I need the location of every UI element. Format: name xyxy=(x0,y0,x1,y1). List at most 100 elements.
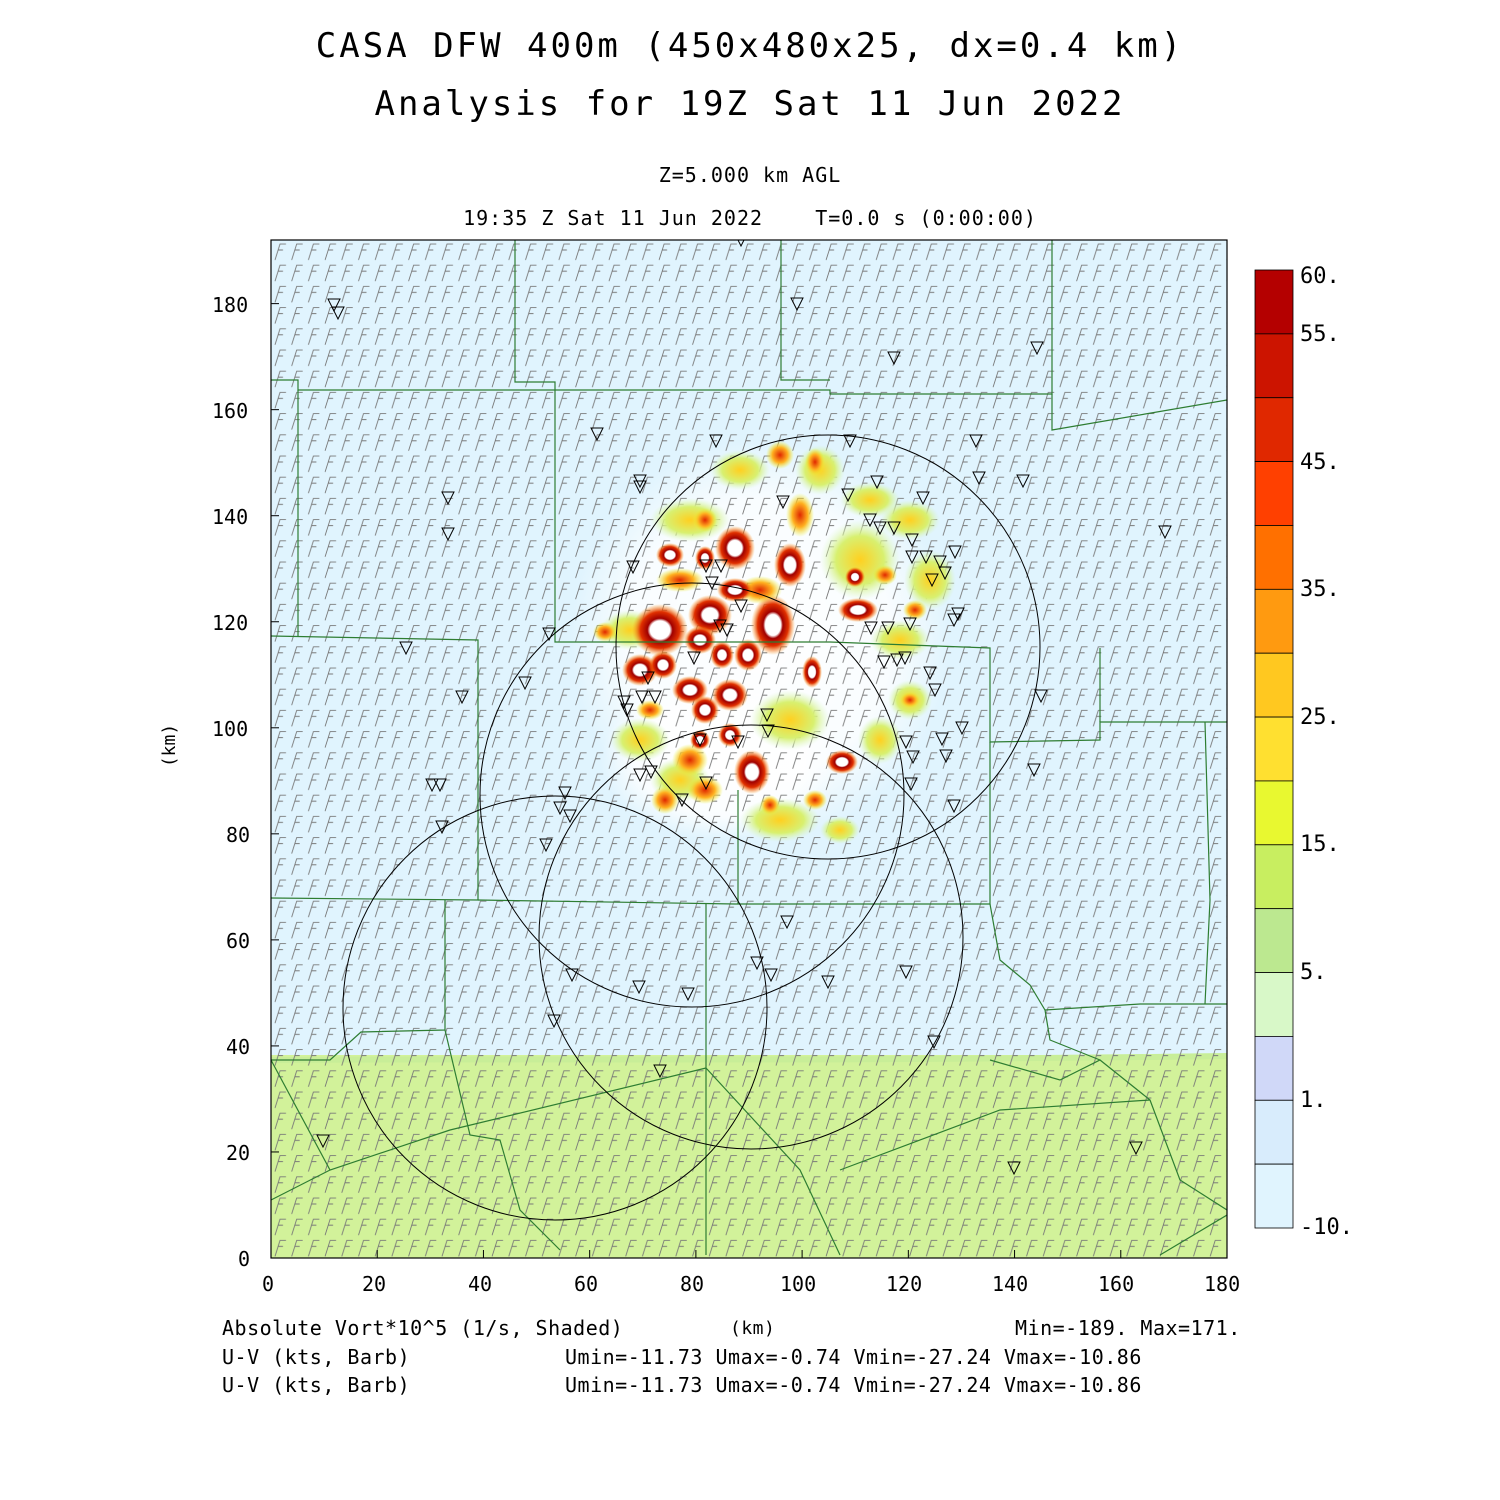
y-tick-80: 80 xyxy=(226,823,251,847)
station-marker xyxy=(947,613,961,628)
station-marker xyxy=(626,560,640,575)
station-marker xyxy=(705,576,719,591)
station-marker xyxy=(709,434,723,449)
station-marker xyxy=(764,968,778,983)
station-marker xyxy=(761,724,775,739)
colorbar-segment xyxy=(1254,397,1294,463)
chart-title-line2: Analysis for 19Z Sat 11 Jun 2022 xyxy=(374,84,1126,124)
colorbar-segment xyxy=(1254,844,1294,910)
y-tick-140: 140 xyxy=(212,505,249,529)
station-marker xyxy=(873,521,887,536)
station-marker xyxy=(547,1014,561,1029)
y-tick-20: 20 xyxy=(226,1141,251,1165)
station-marker xyxy=(906,750,920,765)
station-marker xyxy=(720,623,734,638)
barb-stats-1: Umin=-11.73 Umax=-0.74 Vmin=-27.24 Vmax=… xyxy=(565,1345,1142,1369)
x-axis-label: (km) xyxy=(730,1318,776,1339)
colorbar-label-45: 45. xyxy=(1300,450,1340,475)
station-marker xyxy=(903,617,917,632)
station-marker xyxy=(877,655,891,670)
field-label: Absolute Vort*10^5 (1/s, Shaded) xyxy=(222,1316,624,1340)
colorbar-segment xyxy=(1254,1036,1294,1101)
station-marker xyxy=(435,820,449,835)
station-marker xyxy=(890,653,904,668)
station-marker xyxy=(1016,474,1030,489)
station-marker xyxy=(927,1035,941,1050)
station-marker xyxy=(1030,341,1044,356)
station-marker xyxy=(653,1064,667,1079)
vorticity-intense-cores xyxy=(622,526,878,794)
x-tick-60: 60 xyxy=(574,1272,599,1296)
x-tick-140: 140 xyxy=(992,1272,1029,1296)
station-marker xyxy=(675,793,689,808)
colorbar-label-60: 60. xyxy=(1300,264,1340,289)
station-marker xyxy=(863,513,877,528)
colorbar-segment xyxy=(1254,269,1294,335)
colorbar-segment xyxy=(1254,525,1294,590)
station-marker xyxy=(633,480,647,495)
station-marker xyxy=(1007,1161,1021,1176)
station-marker xyxy=(641,671,655,686)
station-marker xyxy=(687,651,701,666)
station-marker xyxy=(919,550,933,565)
station-marker xyxy=(939,749,953,764)
station-marker xyxy=(938,566,952,581)
colorbar-segment xyxy=(1254,461,1294,526)
station-marker xyxy=(776,495,790,510)
x-tick-0: 0 xyxy=(262,1272,275,1296)
y-tick-120: 120 xyxy=(212,611,249,635)
x-tick-40: 40 xyxy=(468,1272,493,1296)
station-marker xyxy=(972,471,986,486)
station-marker xyxy=(750,956,764,971)
colorbar-label-5: 5. xyxy=(1300,960,1327,985)
station-marker xyxy=(644,765,658,780)
y-tick-180: 180 xyxy=(212,293,249,317)
station-marker xyxy=(617,695,631,710)
x-tick-100: 100 xyxy=(780,1272,817,1296)
station-marker xyxy=(760,708,774,723)
station-marker xyxy=(563,809,577,824)
x-tick-80: 80 xyxy=(680,1272,705,1296)
station-marker xyxy=(881,621,895,636)
colorbar-segment xyxy=(1254,1099,1294,1165)
colorbar-segment xyxy=(1254,588,1294,654)
station-marker xyxy=(441,527,455,542)
colorbar-label-35: 35. xyxy=(1300,577,1340,602)
station-marker xyxy=(542,627,556,642)
station-marker xyxy=(399,641,413,656)
station-marker xyxy=(734,599,748,614)
station-markers xyxy=(316,240,1172,1176)
colorbar-segment xyxy=(1254,333,1294,399)
station-marker xyxy=(948,545,962,560)
station-marker xyxy=(518,676,532,691)
station-marker xyxy=(699,559,713,574)
x-tick-20: 20 xyxy=(362,1272,387,1296)
colorbar-segment xyxy=(1254,972,1294,1037)
radar-range-rings xyxy=(342,434,1041,1221)
y-tick-60: 60 xyxy=(226,929,251,953)
x-tick-160: 160 xyxy=(1098,1272,1135,1296)
colorbar-label-neg10: -10. xyxy=(1300,1215,1353,1240)
station-marker xyxy=(923,666,937,681)
valid-time-label: 19:35 Z Sat 11 Jun 2022 T=0.0 s (0:00:00… xyxy=(463,206,1037,230)
colorbar xyxy=(1254,269,1294,1229)
station-marker xyxy=(899,965,913,980)
station-marker xyxy=(955,721,969,736)
station-marker xyxy=(928,683,942,698)
y-tick-0: 0 xyxy=(238,1247,251,1271)
station-marker xyxy=(713,619,727,634)
station-marker xyxy=(947,799,961,814)
station-marker xyxy=(316,1134,330,1149)
colorbar-segment xyxy=(1254,652,1294,718)
station-marker xyxy=(821,975,835,990)
station-marker xyxy=(905,533,919,548)
station-marker xyxy=(693,733,707,748)
station-marker xyxy=(1034,689,1048,704)
station-marker xyxy=(648,690,662,705)
colorbar-label-25: 25. xyxy=(1300,705,1340,730)
barb-label-1: U-V (kts, Barb) xyxy=(222,1345,411,1369)
station-marker xyxy=(553,801,567,816)
station-marker xyxy=(1027,763,1041,778)
station-marker xyxy=(904,777,918,792)
